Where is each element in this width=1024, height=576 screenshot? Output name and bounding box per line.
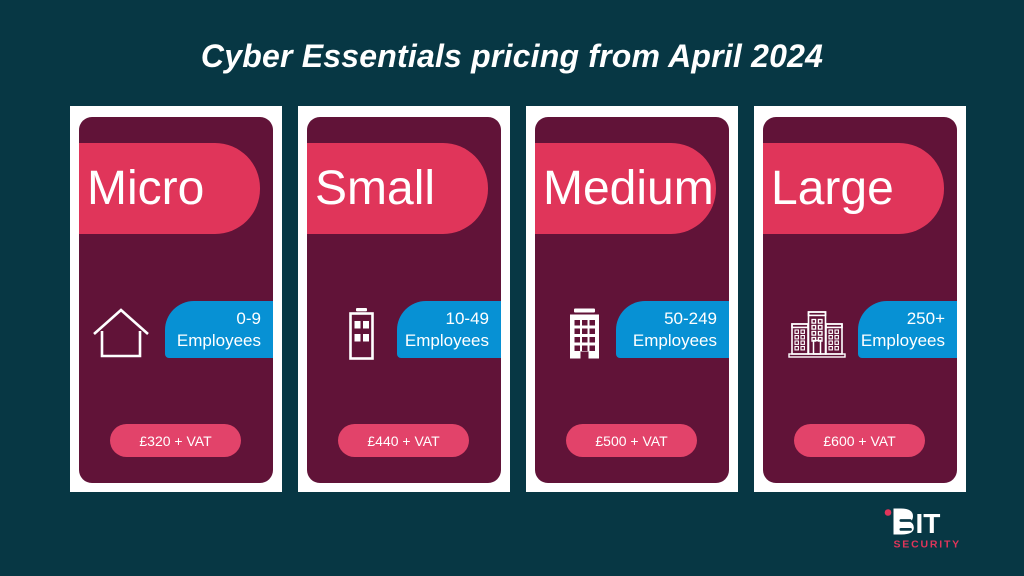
svg-text:SECURITY: SECURITY [894,539,962,551]
svg-text:IT: IT [916,508,941,539]
